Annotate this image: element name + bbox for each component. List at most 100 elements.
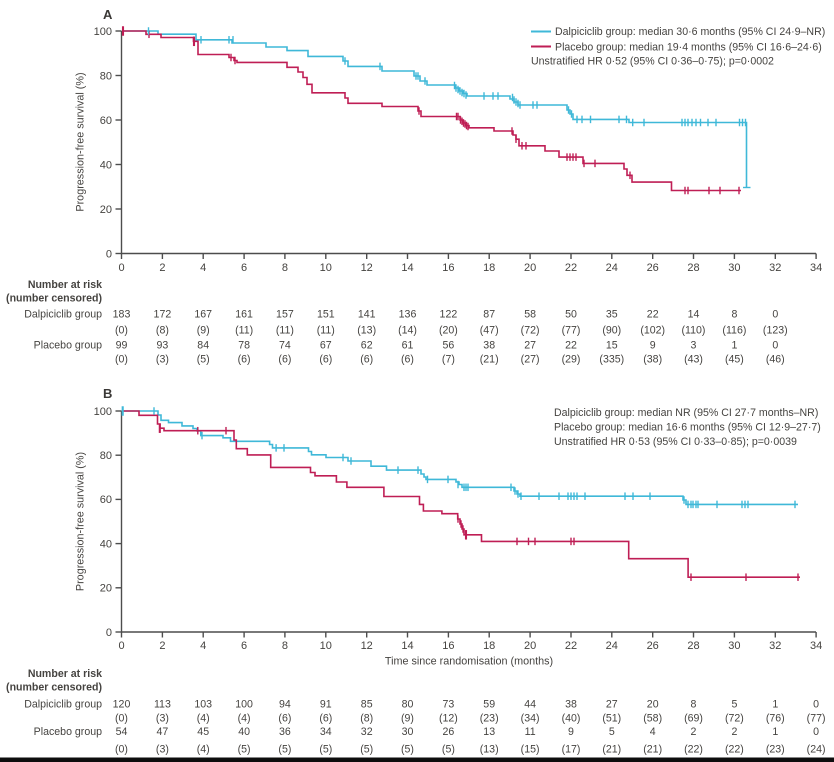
svg-text:93: 93 <box>157 340 169 352</box>
svg-text:(5): (5) <box>238 744 251 756</box>
svg-text:35: 35 <box>606 309 618 321</box>
svg-text:(22): (22) <box>725 744 744 756</box>
svg-text:(21): (21) <box>602 744 621 756</box>
svg-text:(11): (11) <box>276 325 294 337</box>
svg-text:(3): (3) <box>156 744 169 756</box>
svg-text:183: 183 <box>113 309 131 321</box>
svg-text:34: 34 <box>320 726 332 738</box>
svg-text:18: 18 <box>483 640 495 652</box>
svg-text:20: 20 <box>100 204 112 216</box>
svg-text:(72): (72) <box>725 713 744 725</box>
svg-text:26: 26 <box>647 640 659 652</box>
svg-text:Unstratified HR 0·53 (95% CI 0: Unstratified HR 0·53 (95% CI 0·33–0·85);… <box>554 436 797 448</box>
svg-text:32: 32 <box>769 262 781 274</box>
svg-text:Number at risk: Number at risk <box>28 279 102 291</box>
svg-text:13: 13 <box>483 726 495 738</box>
svg-text:4: 4 <box>200 640 206 652</box>
svg-text:(46): (46) <box>766 354 785 366</box>
svg-text:20: 20 <box>524 262 536 274</box>
svg-text:(77): (77) <box>562 325 581 337</box>
svg-text:(110): (110) <box>682 325 706 337</box>
svg-text:(6): (6) <box>278 713 291 725</box>
svg-text:85: 85 <box>361 699 373 711</box>
svg-text:99: 99 <box>116 340 128 352</box>
svg-text:40: 40 <box>100 159 112 171</box>
svg-text:120: 120 <box>113 699 131 711</box>
svg-text:(5): (5) <box>278 744 291 756</box>
svg-text:(6): (6) <box>278 354 291 366</box>
svg-text:12: 12 <box>361 640 373 652</box>
svg-text:(7): (7) <box>442 354 455 366</box>
svg-text:9: 9 <box>650 340 656 352</box>
svg-text:113: 113 <box>154 699 171 711</box>
svg-text:36: 36 <box>279 726 291 738</box>
svg-text:22: 22 <box>565 340 577 352</box>
svg-text:(14): (14) <box>398 325 417 337</box>
svg-text:(72): (72) <box>521 325 540 337</box>
svg-text:(47): (47) <box>480 325 499 337</box>
svg-text:Number at risk: Number at risk <box>28 668 102 680</box>
svg-text:30: 30 <box>728 262 740 274</box>
svg-text:Dalpiciclib group: Dalpiciclib group <box>24 309 102 321</box>
svg-text:45: 45 <box>197 726 209 738</box>
svg-text:(number censored): (number censored) <box>6 682 102 694</box>
svg-text:87: 87 <box>483 309 495 321</box>
svg-text:5: 5 <box>731 699 737 711</box>
svg-text:Dalpiciclib group: Dalpiciclib group <box>24 699 102 711</box>
svg-text:4: 4 <box>200 262 206 274</box>
svg-text:14: 14 <box>401 262 413 274</box>
svg-text:16: 16 <box>442 640 454 652</box>
svg-text:24: 24 <box>606 640 618 652</box>
svg-text:(43): (43) <box>684 354 703 366</box>
svg-text:20: 20 <box>100 583 112 595</box>
svg-text:9: 9 <box>568 726 574 738</box>
svg-text:32: 32 <box>769 640 781 652</box>
svg-text:16: 16 <box>442 262 454 274</box>
svg-text:151: 151 <box>317 309 335 321</box>
svg-text:2: 2 <box>159 640 165 652</box>
svg-text:100: 100 <box>94 26 112 38</box>
svg-text:(38): (38) <box>643 354 662 366</box>
svg-text:(5): (5) <box>442 744 455 756</box>
svg-text:(58): (58) <box>643 713 662 725</box>
svg-text:(11): (11) <box>235 325 253 337</box>
svg-text:Placebo group: Placebo group <box>34 726 102 738</box>
svg-text:(9): (9) <box>401 713 414 725</box>
svg-text:(5): (5) <box>401 744 414 756</box>
svg-text:22: 22 <box>647 309 659 321</box>
svg-text:80: 80 <box>402 699 414 711</box>
svg-text:(17): (17) <box>562 744 581 756</box>
svg-text:(102): (102) <box>640 325 665 337</box>
svg-text:(116): (116) <box>722 325 746 337</box>
svg-text:10: 10 <box>320 640 332 652</box>
svg-text:141: 141 <box>358 309 376 321</box>
svg-text:47: 47 <box>157 726 169 738</box>
svg-text:8: 8 <box>691 699 697 711</box>
svg-text:Dalpiciclib group: median 30·6: Dalpiciclib group: median 30·6 months (9… <box>555 26 825 38</box>
svg-text:78: 78 <box>238 340 250 352</box>
svg-text:0: 0 <box>106 248 112 260</box>
svg-text:(24): (24) <box>807 744 826 756</box>
svg-text:26: 26 <box>443 726 455 738</box>
svg-text:94: 94 <box>279 699 291 711</box>
svg-text:6: 6 <box>241 640 247 652</box>
svg-text:22: 22 <box>565 262 577 274</box>
svg-text:60: 60 <box>100 115 112 127</box>
svg-text:B: B <box>103 386 112 401</box>
svg-text:60: 60 <box>100 494 112 506</box>
svg-text:(6): (6) <box>360 354 373 366</box>
svg-text:38: 38 <box>483 340 495 352</box>
svg-text:30: 30 <box>402 726 414 738</box>
svg-text:167: 167 <box>194 309 212 321</box>
svg-text:0: 0 <box>772 340 778 352</box>
svg-text:27: 27 <box>524 340 536 352</box>
svg-text:91: 91 <box>320 699 332 711</box>
svg-text:122: 122 <box>440 309 458 321</box>
svg-text:4: 4 <box>650 726 656 738</box>
svg-text:(6): (6) <box>319 713 332 725</box>
svg-text:2: 2 <box>159 262 165 274</box>
svg-text:2: 2 <box>691 726 697 738</box>
svg-text:(4): (4) <box>238 713 251 725</box>
svg-text:(6): (6) <box>401 354 414 366</box>
svg-text:(13): (13) <box>480 744 499 756</box>
